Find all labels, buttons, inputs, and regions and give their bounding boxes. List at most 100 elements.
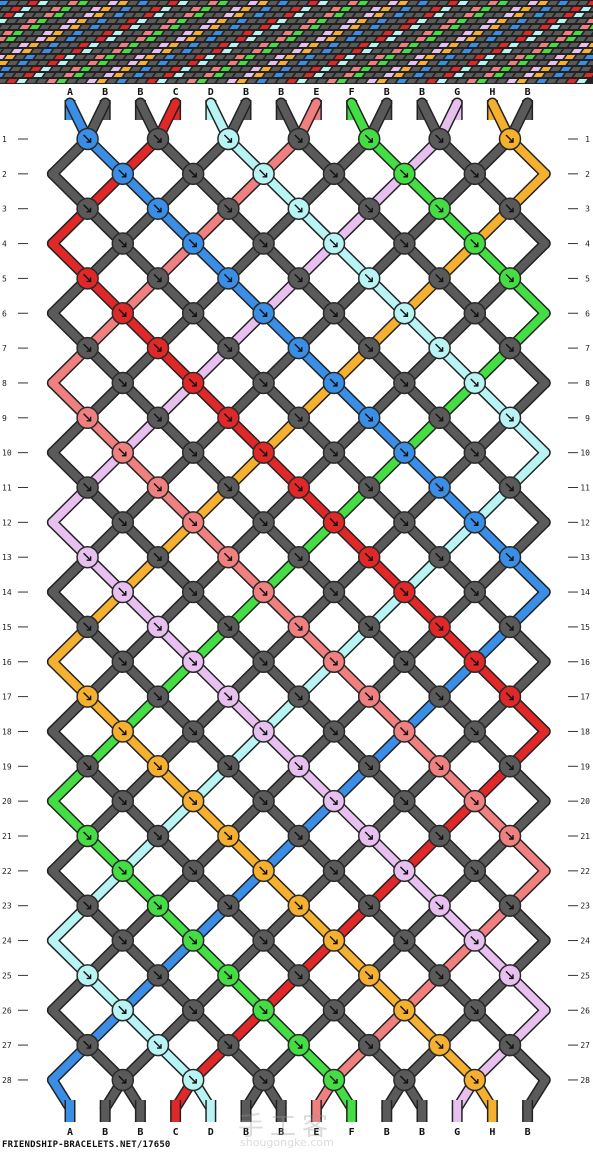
preview-stitch <box>146 19 158 23</box>
preview-stitch <box>12 31 24 35</box>
preview-stitch <box>83 13 95 17</box>
arrow-icon <box>505 831 514 840</box>
preview-stitch <box>186 79 198 83</box>
preview-stitch <box>557 61 569 65</box>
preview-stitch <box>343 73 355 77</box>
row-number-right: 5 <box>585 274 590 283</box>
preview-stitch <box>0 13 5 17</box>
arrow-icon <box>259 936 268 945</box>
preview-stitch <box>338 43 350 47</box>
preview-stitch <box>435 37 447 41</box>
preview-stitch <box>293 73 305 77</box>
preview-stitch <box>553 73 565 77</box>
preview-stitch <box>117 1 129 5</box>
preview-stitch <box>48 43 60 47</box>
preview-stitch <box>565 37 577 41</box>
preview-stitch <box>440 67 452 71</box>
preview-stitch <box>408 43 420 47</box>
preview-stitch <box>137 1 149 5</box>
preview-stitch <box>487 1 499 5</box>
preview-stitch <box>7 61 19 65</box>
preview-stitch <box>378 43 390 47</box>
row-number-left: 2 <box>2 170 7 179</box>
preview-stitch <box>384 55 396 59</box>
arrow-icon <box>505 552 514 561</box>
preview-stitch <box>289 25 301 29</box>
preview-stitch <box>198 43 210 47</box>
arrow-icon <box>505 1040 514 1049</box>
preview-stitch <box>520 7 532 11</box>
preview-stitch <box>206 19 218 23</box>
preview-stitch <box>310 67 322 71</box>
preview-stitch <box>52 31 64 35</box>
preview-stitch <box>538 43 550 47</box>
arrow-icon <box>118 239 127 248</box>
preview-stitch <box>422 31 434 35</box>
preview-stitch <box>13 73 25 77</box>
preview-stitch <box>551 49 563 53</box>
preview-stitch <box>436 19 448 23</box>
preview-stitch <box>4 55 16 59</box>
preview-stitch <box>421 49 433 53</box>
preview-stitch <box>35 37 47 41</box>
preview-stitch <box>437 1 449 5</box>
string-label-top: B <box>243 87 249 98</box>
preview-stitch <box>453 13 465 17</box>
preview-stitch <box>42 31 54 35</box>
preview-stitch <box>340 7 352 11</box>
row-number-right: 15 <box>580 623 590 632</box>
preview-stitch <box>16 19 28 23</box>
preview-stitch <box>486 79 498 83</box>
preview-stitch <box>136 79 148 83</box>
preview-stitch <box>0 79 8 83</box>
preview-stitch <box>77 1 89 5</box>
arrow-icon <box>435 692 444 701</box>
arrow-icon <box>399 239 409 248</box>
preview-stitch <box>139 25 151 29</box>
knots <box>76 127 522 1092</box>
preview-stitch <box>9 25 21 29</box>
bottom-strand-stubs <box>64 1100 534 1122</box>
arrow-icon <box>470 169 479 178</box>
preview-stitch <box>367 1 379 5</box>
preview-stitch <box>315 37 327 41</box>
preview-stitch <box>10 67 22 71</box>
preview-stitch <box>549 25 561 29</box>
preview-stitch <box>249 25 261 29</box>
arrow-icon <box>259 726 268 736</box>
preview-stitch <box>366 79 378 83</box>
preview-stitch <box>37 1 49 5</box>
arrow-icon <box>83 622 92 631</box>
preview-stitch <box>47 61 59 65</box>
preview-stitch <box>79 25 91 29</box>
preview-stitch <box>482 31 494 35</box>
preview-stitch <box>272 31 284 35</box>
preview-stitch <box>449 25 461 29</box>
preview-stitch <box>394 55 406 59</box>
preview-stitch <box>450 7 462 11</box>
preview-stitch <box>284 55 296 59</box>
preview-stitch <box>383 13 395 17</box>
preview-stitch <box>297 1 309 5</box>
preview-stitch <box>390 67 402 71</box>
arrow-icon <box>188 378 197 387</box>
preview-stitch <box>81 49 93 53</box>
arrow-icon <box>399 517 409 527</box>
preview-stitch <box>40 67 52 71</box>
string-label-top: B <box>278 87 284 98</box>
preview-stitch <box>65 37 77 41</box>
preview-stitch <box>11 49 23 53</box>
preview-stitch <box>416 19 428 23</box>
preview-stitch <box>226 79 238 83</box>
preview-stitch <box>586 19 593 23</box>
row-number-right: 17 <box>580 693 590 702</box>
row-number-left: 20 <box>2 797 12 806</box>
preview-stitch <box>530 7 542 11</box>
preview-stitch <box>377 61 389 65</box>
preview-stitch <box>541 49 553 53</box>
preview-stitch <box>100 7 112 11</box>
preview-stitch <box>306 19 318 23</box>
preview-stitch <box>134 55 146 59</box>
preview-stitch <box>386 79 398 83</box>
preview-stitch <box>523 13 535 17</box>
